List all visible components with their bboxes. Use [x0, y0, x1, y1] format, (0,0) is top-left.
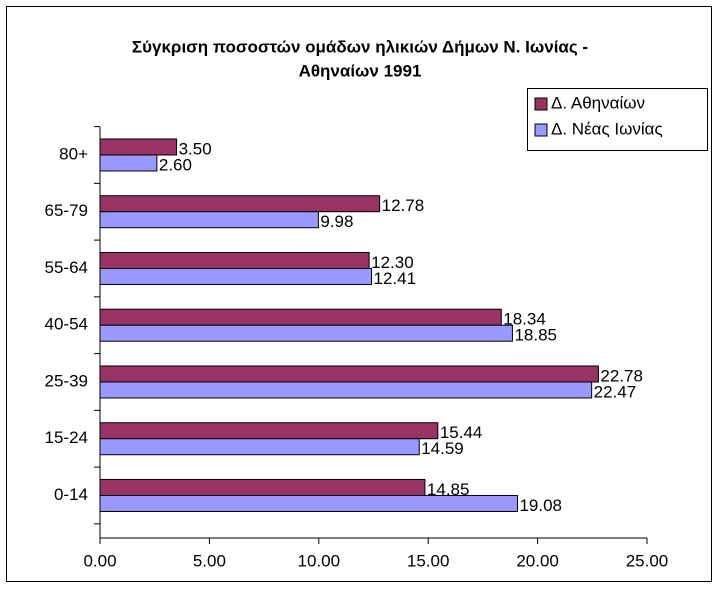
bar — [99, 308, 502, 326]
value-label: 9.98 — [320, 212, 353, 231]
y-tick-label: 65-79 — [45, 201, 88, 220]
value-label: 19.08 — [519, 496, 562, 515]
bar — [99, 365, 599, 383]
chart-subtitle: Αθηναίων 1991 — [299, 61, 422, 80]
value-label: 12.78 — [382, 196, 425, 215]
y-tick-label: 80+ — [59, 144, 88, 163]
x-tick-label: 5.00 — [193, 551, 226, 570]
value-label: 12.30 — [371, 253, 414, 272]
x-tick-label: 20.00 — [516, 551, 559, 570]
bar — [99, 267, 373, 285]
x-tick-label: 10.00 — [298, 551, 341, 570]
y-tick-label: 0-14 — [54, 485, 88, 504]
bar — [99, 211, 319, 229]
bar — [99, 324, 513, 342]
bar — [99, 138, 178, 156]
bar — [99, 422, 439, 440]
value-label: 3.50 — [179, 139, 212, 158]
bar — [99, 381, 593, 399]
bar — [99, 478, 426, 496]
bar — [99, 154, 158, 172]
value-label: 22.47 — [594, 382, 637, 401]
x-tick-label: 0.00 — [83, 551, 116, 570]
legend-label: Δ. Αθηναίων — [551, 93, 645, 112]
value-label: 14.59 — [421, 439, 464, 458]
bar — [99, 438, 420, 456]
bar — [99, 251, 370, 269]
value-label: 2.60 — [159, 155, 192, 174]
value-label: 15.44 — [440, 423, 483, 442]
legend-swatch — [534, 97, 548, 111]
chart-title: Σύγκριση ποσοστών ομάδων ηλικιών Δήμων Ν… — [132, 37, 588, 56]
x-tick-label: 25.00 — [626, 551, 669, 570]
legend-box — [527, 88, 708, 151]
y-tick-label: 15-24 — [45, 428, 88, 447]
value-label: 12.41 — [374, 269, 417, 288]
bar — [99, 494, 518, 512]
y-tick-label: 40-54 — [45, 315, 88, 334]
y-tick-label: 25-39 — [45, 371, 88, 390]
y-tick-label: 55-64 — [45, 258, 88, 277]
bar — [99, 195, 381, 213]
value-label: 22.78 — [600, 366, 643, 385]
legend-label: Δ. Νέας Ιωνίας — [551, 119, 663, 138]
x-tick-label: 15.00 — [407, 551, 450, 570]
legend-swatch — [534, 123, 548, 137]
value-label: 14.85 — [427, 480, 470, 499]
value-label: 18.34 — [503, 310, 546, 329]
value-label: 18.85 — [514, 326, 557, 345]
